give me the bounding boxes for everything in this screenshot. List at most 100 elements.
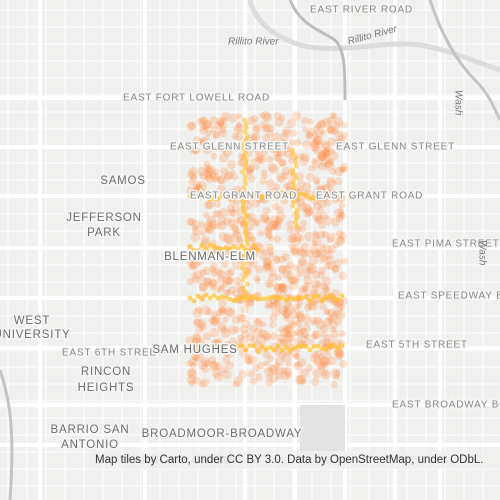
point	[316, 184, 325, 194]
point	[199, 229, 206, 237]
point	[207, 196, 213, 202]
point	[215, 245, 221, 251]
point	[325, 146, 332, 153]
point	[202, 123, 209, 131]
point	[186, 278, 194, 285]
point	[291, 345, 297, 351]
point	[323, 250, 334, 260]
point	[246, 169, 253, 176]
point	[234, 122, 244, 133]
point	[242, 173, 248, 179]
point	[215, 295, 221, 301]
point	[327, 137, 337, 147]
point	[243, 249, 249, 255]
point	[191, 191, 197, 197]
point	[321, 369, 329, 377]
point	[203, 194, 209, 200]
point	[220, 365, 228, 374]
point	[307, 195, 313, 201]
point	[223, 245, 229, 251]
point	[341, 257, 348, 265]
point	[194, 184, 204, 193]
point	[191, 227, 201, 236]
point	[311, 159, 321, 169]
point	[293, 353, 300, 360]
point	[199, 295, 205, 301]
point	[251, 343, 257, 349]
point	[191, 298, 197, 304]
point	[326, 236, 334, 244]
point	[212, 132, 220, 140]
point	[296, 313, 306, 322]
point	[262, 260, 272, 271]
point	[295, 319, 303, 327]
point	[332, 127, 340, 135]
point	[289, 129, 297, 137]
point	[291, 236, 301, 247]
point	[338, 166, 346, 174]
point	[270, 219, 279, 229]
point	[241, 141, 247, 147]
point	[261, 330, 271, 341]
point	[236, 334, 245, 343]
point	[287, 347, 293, 353]
point	[231, 346, 237, 352]
point	[279, 348, 285, 354]
point	[284, 371, 293, 379]
point	[192, 135, 202, 145]
point	[263, 112, 273, 122]
point	[284, 331, 292, 338]
point	[203, 347, 209, 353]
point	[300, 242, 310, 252]
point	[243, 355, 252, 365]
point	[322, 350, 332, 361]
point	[314, 214, 325, 225]
point	[312, 230, 319, 237]
point	[302, 182, 312, 192]
point	[311, 240, 318, 247]
point	[199, 126, 208, 135]
point	[291, 303, 300, 312]
point	[327, 147, 336, 155]
point	[338, 166, 346, 173]
point	[335, 214, 344, 223]
point	[300, 335, 309, 344]
point	[307, 338, 315, 346]
water-label: Wash	[452, 90, 463, 116]
point	[269, 321, 277, 329]
point	[274, 117, 284, 127]
point	[298, 259, 306, 267]
point	[294, 195, 300, 201]
point	[317, 271, 326, 280]
point	[245, 166, 254, 175]
point	[256, 334, 267, 345]
point	[220, 145, 228, 154]
point	[302, 322, 311, 331]
point	[323, 295, 329, 301]
point	[271, 347, 277, 353]
point	[243, 347, 249, 353]
point	[334, 302, 344, 312]
point	[321, 255, 328, 262]
point	[220, 111, 231, 122]
point	[326, 232, 336, 242]
point	[199, 269, 207, 277]
attribution: Map tiles by Carto, under CC BY 3.0. Dat…	[95, 454, 483, 466]
point	[279, 159, 287, 167]
point	[232, 230, 242, 240]
point	[312, 176, 321, 185]
point	[205, 219, 214, 228]
point	[273, 235, 281, 243]
point	[338, 134, 346, 143]
point	[204, 308, 213, 316]
point	[335, 192, 341, 198]
point	[265, 225, 273, 233]
point	[260, 120, 269, 130]
point	[340, 121, 348, 129]
point	[195, 325, 204, 334]
point	[339, 293, 345, 299]
point	[199, 123, 207, 132]
point	[203, 359, 211, 367]
point	[308, 165, 315, 172]
